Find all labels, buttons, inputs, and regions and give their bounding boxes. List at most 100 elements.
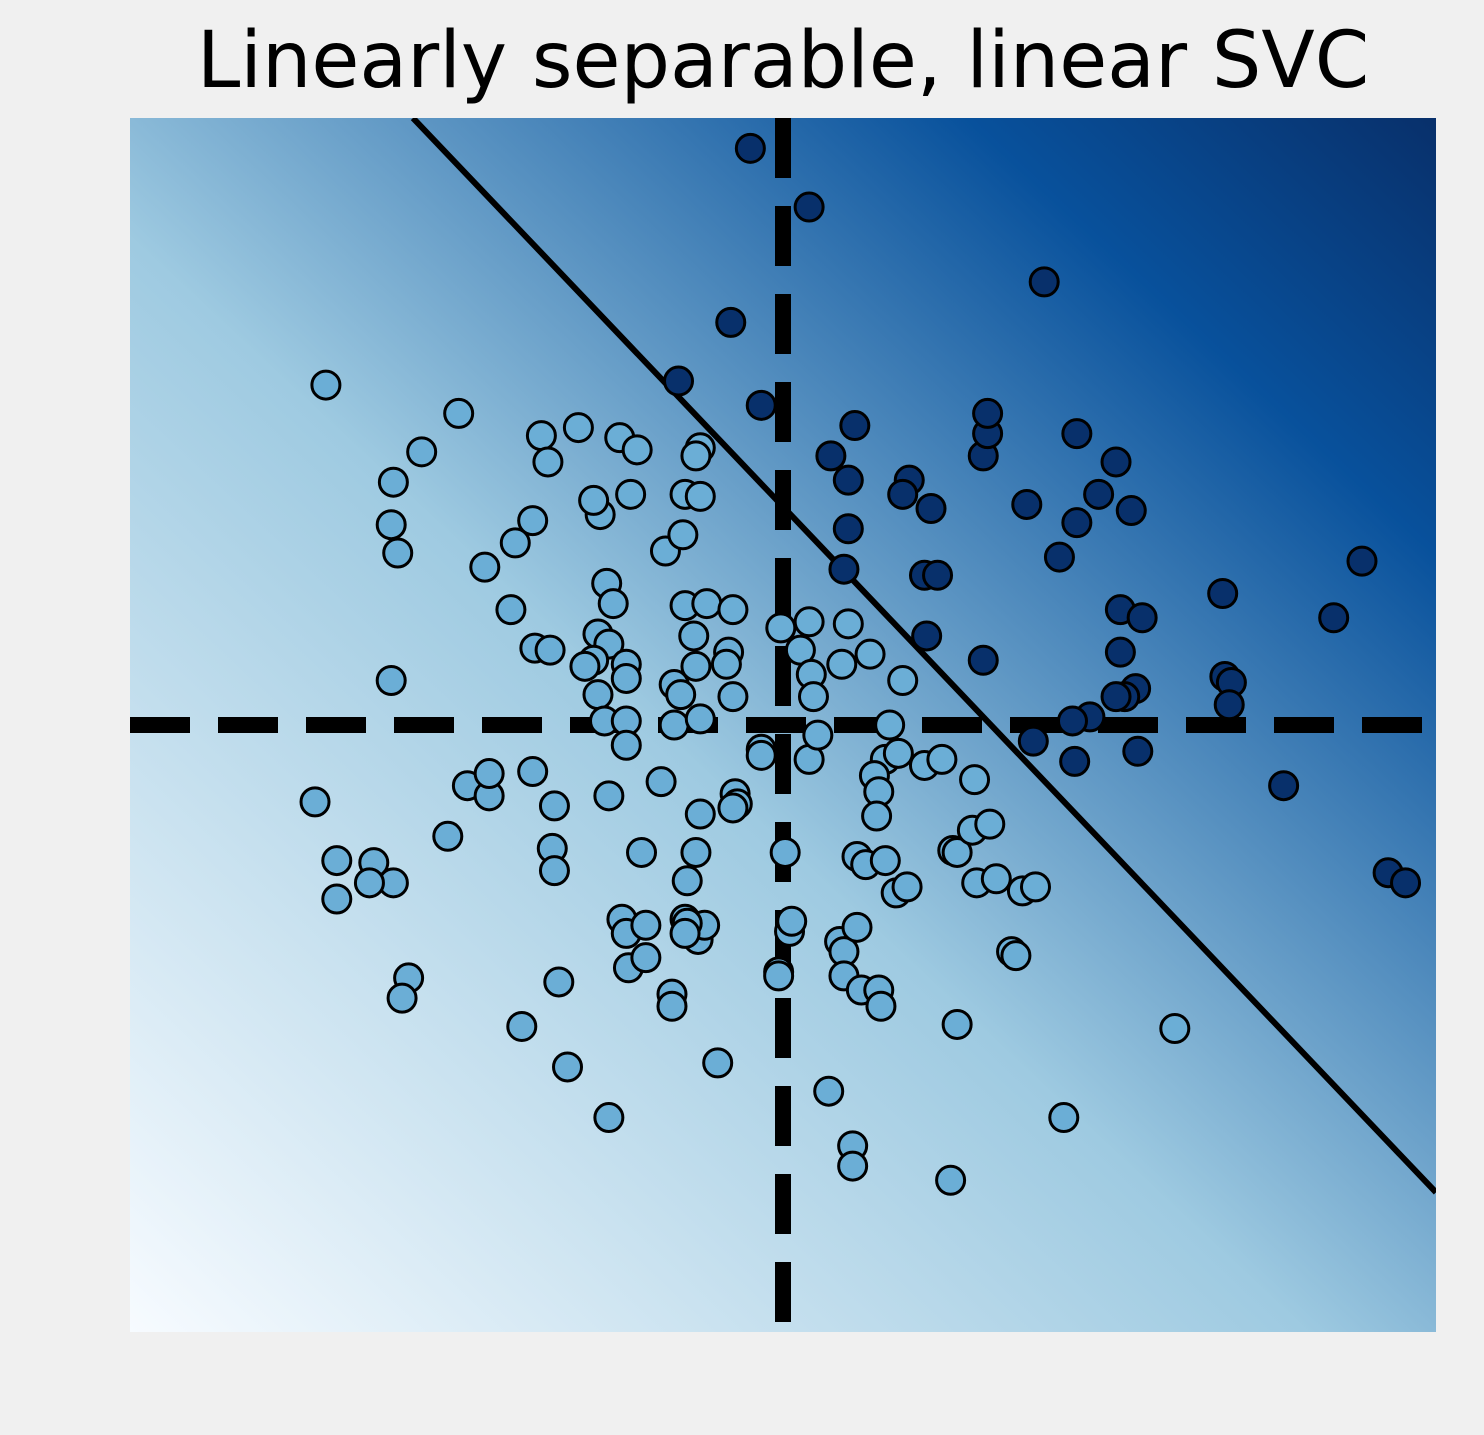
data-point-class-0	[841, 911, 873, 943]
data-point-class-0	[517, 505, 549, 537]
data-point-class-1	[1028, 266, 1060, 298]
data-point-class-0	[517, 756, 549, 788]
data-point-class-0	[375, 664, 407, 696]
data-point-class-0	[582, 679, 614, 711]
data-point-class-0	[525, 420, 557, 452]
data-point-class-0	[980, 863, 1012, 895]
data-point-class-1	[1346, 545, 1378, 577]
data-point-class-1	[828, 553, 860, 585]
data-point-class-0	[974, 808, 1006, 840]
data-point-class-0	[684, 480, 716, 512]
data-point-class-0	[552, 1051, 584, 1083]
data-point-class-0	[869, 845, 901, 877]
data-point-class-0	[495, 594, 527, 626]
data-point-class-0	[615, 478, 647, 510]
data-point-class-1	[922, 559, 954, 591]
data-point-class-0	[1048, 1102, 1080, 1134]
data-point-class-0	[765, 612, 797, 644]
data-point-class-1	[1104, 636, 1136, 668]
data-point-class-0	[684, 798, 716, 830]
data-point-class-0	[837, 1150, 869, 1182]
data-point-class-1	[1126, 602, 1158, 634]
data-point-class-0	[669, 917, 701, 949]
plot-layer	[130, 118, 1436, 1332]
data-point-class-1	[1017, 725, 1049, 757]
data-point-class-0	[473, 758, 505, 790]
data-point-class-0	[593, 1102, 625, 1134]
data-point-class-0	[562, 412, 594, 444]
data-point-class-0	[610, 662, 642, 694]
data-point-class-0	[569, 650, 601, 682]
data-point-class-0	[665, 679, 697, 711]
data-point-class-0	[538, 855, 570, 887]
data-point-class-0	[710, 648, 742, 680]
data-point-class-0	[377, 466, 409, 498]
data-point-class-1	[1059, 745, 1091, 777]
data-point-class-1	[1100, 681, 1132, 713]
data-point-class-0	[680, 650, 712, 682]
data-point-class-0	[645, 766, 677, 798]
data-point-class-0	[630, 909, 662, 941]
data-point-class-1	[1213, 689, 1245, 721]
data-point-class-1	[663, 365, 695, 397]
data-point-class-0	[321, 883, 353, 915]
data-point-class-1	[1011, 488, 1043, 520]
data-point-class-1	[887, 478, 919, 510]
data-point-class-0	[597, 588, 629, 620]
data-point-class-1	[972, 397, 1004, 429]
data-point-class-0	[861, 800, 893, 832]
data-point-class-1	[1043, 541, 1075, 573]
data-point-class-1	[815, 440, 847, 472]
data-point-class-0	[874, 709, 906, 741]
data-point-class-0	[532, 446, 564, 478]
data-point-class-0	[745, 739, 777, 771]
data-point-class-1	[793, 191, 825, 223]
data-point-class-0	[935, 1164, 967, 1196]
data-point-class-0	[826, 648, 858, 680]
data-point-class-0	[626, 836, 658, 868]
data-point-class-0	[941, 1008, 973, 1040]
data-point-class-0	[432, 820, 464, 852]
data-point-class-0	[797, 681, 829, 713]
data-point-class-1	[911, 620, 943, 652]
data-point-class-0	[375, 509, 407, 541]
data-point-class-0	[1159, 1013, 1191, 1044]
data-point-class-0	[658, 709, 690, 741]
data-point-class-1	[1061, 507, 1093, 539]
data-point-class-0	[1019, 871, 1051, 903]
data-point-class-0	[506, 1010, 538, 1042]
data-point-class-0	[353, 867, 385, 899]
data-point-class-0	[865, 990, 897, 1022]
data-point-class-0	[717, 681, 749, 713]
data-point-class-0	[610, 729, 642, 761]
data-point-class-1	[1056, 705, 1088, 737]
data-point-class-0	[667, 519, 699, 551]
data-point-class-0	[534, 634, 566, 666]
data-point-class-0	[769, 836, 801, 868]
data-point-class-0	[621, 434, 653, 466]
data-point-class-0	[702, 1047, 734, 1079]
data-point-class-1	[1100, 446, 1132, 478]
data-point-class-0	[891, 871, 923, 903]
data-point-class-0	[793, 606, 825, 638]
data-point-class-1	[1083, 478, 1115, 510]
data-point-class-0	[310, 369, 342, 401]
data-point-class-0	[854, 638, 886, 670]
data-point-class-0	[299, 786, 331, 818]
data-point-class-1	[1115, 495, 1147, 527]
data-point-class-0	[499, 527, 531, 559]
data-point-class-0	[321, 845, 353, 877]
data-point-class-1	[715, 306, 747, 338]
data-point-class-0	[959, 764, 991, 796]
data-point-class-0	[887, 664, 919, 696]
data-point-class-0	[671, 865, 703, 897]
data-point-class-0	[684, 703, 716, 735]
data-point-class-1	[1268, 770, 1300, 802]
data-point-class-1	[839, 410, 871, 442]
data-point-class-1	[1061, 418, 1093, 450]
data-point-class-0	[763, 960, 795, 992]
data-point-class-1	[1390, 867, 1422, 899]
data-point-class-0	[926, 743, 958, 775]
data-point-class-0	[813, 1075, 845, 1107]
